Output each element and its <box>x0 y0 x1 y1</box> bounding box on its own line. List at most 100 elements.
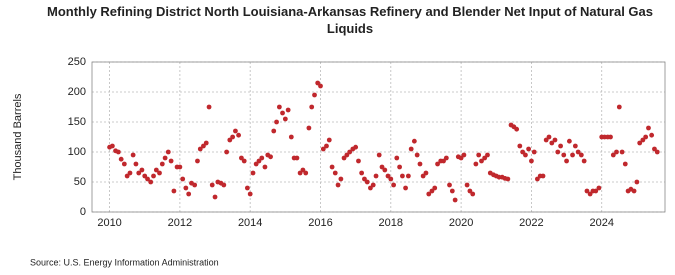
point <box>385 173 391 179</box>
point <box>458 155 464 161</box>
point <box>561 152 567 158</box>
point <box>280 110 285 116</box>
point <box>464 182 470 188</box>
point <box>643 134 649 140</box>
point <box>320 146 326 152</box>
point <box>250 170 256 176</box>
point <box>558 143 563 149</box>
point <box>241 158 247 164</box>
x-tick-label: 2016 <box>308 217 332 229</box>
point <box>206 104 212 110</box>
point <box>426 191 432 197</box>
point <box>124 173 130 179</box>
point <box>130 152 136 158</box>
point <box>151 173 156 179</box>
point <box>244 185 250 191</box>
point <box>288 134 294 140</box>
point <box>555 149 561 155</box>
point <box>414 152 420 158</box>
x-tick-label: 2014 <box>238 217 262 229</box>
point <box>259 155 265 161</box>
point <box>566 138 572 144</box>
point <box>388 176 394 182</box>
point <box>224 149 230 155</box>
point <box>364 179 370 185</box>
point <box>236 132 241 138</box>
chart-title: Monthly Refining District North Louisian… <box>46 4 654 36</box>
y-tick-label: 250 <box>68 56 86 68</box>
point <box>233 128 238 134</box>
y-tick-label: 150 <box>68 116 86 128</box>
y-tick-label: 200 <box>68 86 86 98</box>
point <box>461 152 467 158</box>
point <box>429 188 435 194</box>
point <box>649 132 655 138</box>
point <box>326 137 332 143</box>
point <box>654 149 660 155</box>
point <box>309 104 315 110</box>
point <box>121 161 127 167</box>
point <box>294 155 300 161</box>
point <box>408 146 414 152</box>
point <box>411 138 417 144</box>
point <box>162 155 168 161</box>
point <box>614 149 619 155</box>
point <box>168 158 174 164</box>
y-tick-label: 50 <box>74 176 86 188</box>
point <box>610 152 616 158</box>
source-note: Source: U.S. Energy Information Administ… <box>30 257 219 267</box>
point <box>148 179 154 185</box>
point <box>353 144 359 150</box>
point <box>201 143 206 149</box>
point <box>608 134 613 140</box>
point <box>391 182 397 188</box>
x-tick-label: 2024 <box>589 217 613 229</box>
point <box>382 167 388 173</box>
point <box>370 182 376 188</box>
point <box>540 173 546 179</box>
point <box>596 185 602 191</box>
point <box>405 173 411 179</box>
point <box>549 140 555 146</box>
point <box>485 152 490 158</box>
point <box>329 164 335 170</box>
x-tick-label: 2012 <box>168 217 192 229</box>
point <box>127 170 133 176</box>
point <box>646 125 651 131</box>
point <box>344 152 350 158</box>
plot-frame <box>91 61 666 213</box>
point <box>274 119 279 125</box>
point <box>637 140 643 146</box>
point <box>452 197 458 203</box>
point <box>570 152 575 158</box>
point <box>306 125 312 131</box>
point <box>221 182 227 188</box>
point <box>523 152 528 158</box>
point <box>356 158 361 164</box>
point <box>373 173 379 179</box>
point <box>303 170 309 176</box>
point <box>347 149 353 155</box>
point <box>297 170 303 176</box>
point <box>271 128 277 134</box>
point <box>584 188 590 194</box>
point <box>379 164 385 170</box>
point <box>420 173 426 179</box>
point <box>276 104 282 110</box>
point <box>268 154 273 160</box>
point <box>159 161 165 167</box>
point <box>622 161 628 167</box>
point <box>581 158 587 164</box>
point <box>335 182 341 188</box>
point <box>631 188 637 194</box>
point <box>552 137 558 143</box>
point <box>517 143 523 149</box>
point <box>616 104 622 110</box>
point <box>227 137 233 143</box>
point <box>397 164 402 170</box>
point <box>186 191 192 197</box>
point <box>467 188 473 194</box>
point <box>362 176 367 182</box>
point <box>109 143 115 149</box>
